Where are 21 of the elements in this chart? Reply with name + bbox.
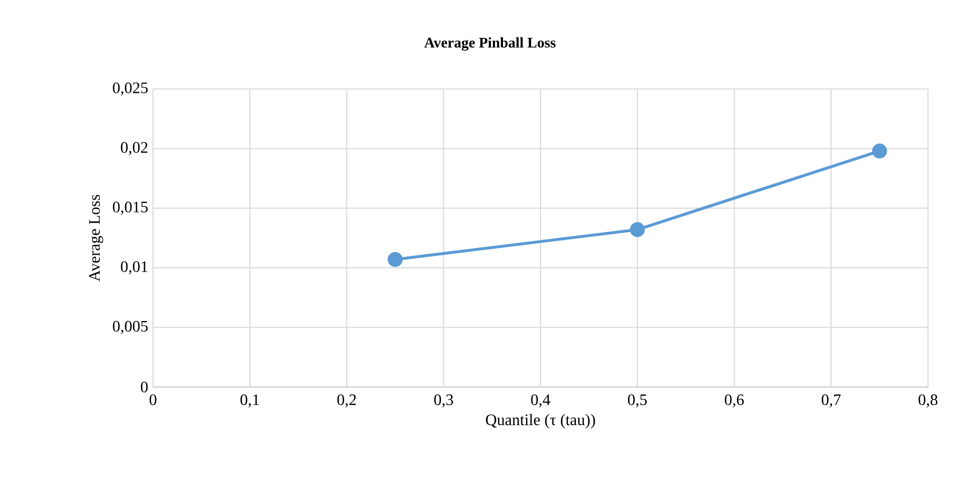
x-tick-label: 0,5 (628, 394, 647, 408)
x-tick-label: 0,6 (724, 394, 744, 408)
y-tick-label: 0,015 (112, 202, 148, 215)
y-tick-label: 0,025 (112, 82, 148, 96)
point (388, 252, 403, 267)
point (630, 222, 645, 238)
y-tick-label: 0 (140, 382, 148, 392)
y-tick-label: 0,005 (112, 320, 148, 334)
x-tick-label: 0,7 (822, 394, 841, 408)
y-tick-label: 0,02 (120, 142, 148, 156)
x-tick-label: 0,3 (434, 394, 454, 408)
x-tick-label: 0,2 (337, 394, 356, 408)
x-tick-label: 0,1 (240, 394, 259, 408)
x-axis-title: Quantile (τ (tau)) (486, 414, 596, 428)
x-tick-label: 0,8 (918, 394, 938, 408)
point (872, 144, 888, 158)
y-tick-label: 0,01 (120, 261, 148, 274)
chart-title: Average Pinball Loss (424, 37, 556, 51)
x-tick-label: 0,4 (531, 394, 550, 408)
y-axis-title: Average Loss (89, 194, 104, 282)
x-tick-label: 0 (150, 394, 156, 406)
